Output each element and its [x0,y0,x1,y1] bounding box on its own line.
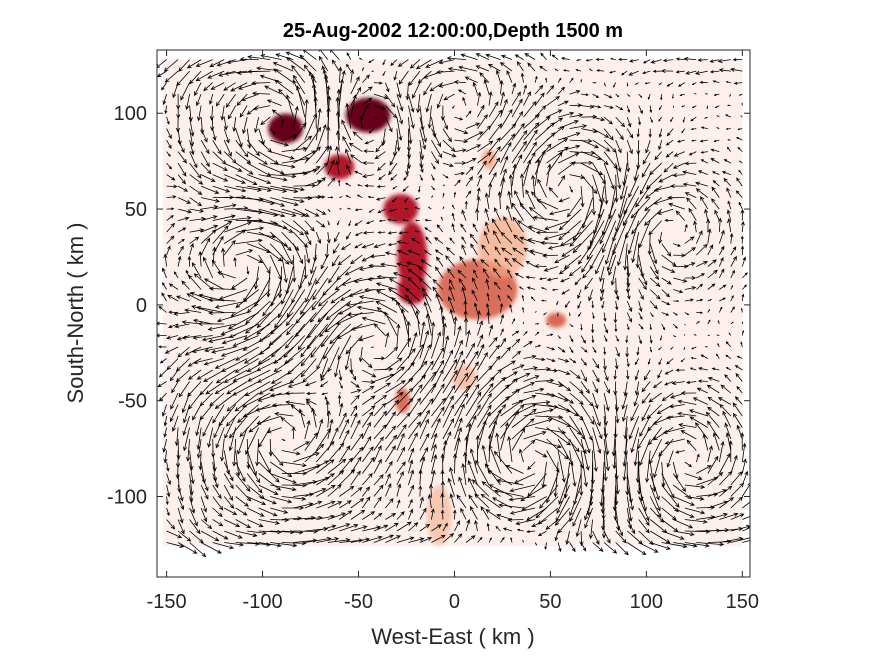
quiver-arrow [347,53,351,60]
quiver-arrow [360,58,363,59]
quiver-arrow [248,55,270,59]
chart-title: 25-Aug-2002 12:00:00,Depth 1500 m [283,20,623,42]
x-axis-label: West-East ( km ) [371,624,534,649]
quiver-arrow [742,257,745,266]
y-tick-label: 100 [114,103,147,125]
quiver-arrow [742,459,746,473]
quiver-arrow [303,50,316,60]
x-tick-label: 100 [630,591,663,613]
quiver-arrow [742,285,746,289]
quiver-arrow [372,71,374,72]
quiver-arrow [742,499,754,508]
quiver-arrow [330,49,339,60]
quiver-arrow [541,53,547,59]
x-tick-label: -150 [147,591,187,613]
quiver-arrow [581,80,582,83]
quiver-arrow [547,324,549,325]
x-tick-label: -50 [344,591,373,613]
x-tick-label: 0 [449,591,460,613]
y-axis-label: South-North ( km ) [63,223,88,404]
x-tick-label: 150 [726,591,759,613]
quiver-arrow [562,57,570,59]
y-tick-label: 50 [125,199,147,221]
heat-blob [546,313,566,328]
quiver-arrow [742,331,743,336]
quiver-arrow [611,58,616,59]
y-tick-label: -50 [118,391,147,413]
plot-area [156,48,762,557]
quiver-arrow [684,335,685,336]
quiver-arrow [525,54,535,60]
y-tick-label: 0 [136,295,147,317]
quiver-arrow [742,472,748,485]
y-tick-label: -100 [107,487,147,509]
quiver-arrow [742,103,743,105]
quiver-arrow [486,54,500,59]
quiver-arrow [502,55,512,59]
x-tick-label: 50 [539,591,561,613]
quiver-arrow [742,273,747,278]
quiver-arrow [523,322,524,324]
quiver-arrow [742,537,761,543]
quiver-arrow [742,514,756,520]
quiver-arrow [552,55,558,60]
quiver-arrow [448,57,467,61]
quiver-arrow [461,54,477,60]
quiver-arrow [673,106,674,108]
heat-blob-core [275,119,296,137]
quiver-arrow [339,209,341,210]
quiver-arrow [742,322,743,324]
heat-blob [427,486,452,546]
quiver-arrow [516,55,524,60]
x-tick-label: -100 [243,591,283,613]
